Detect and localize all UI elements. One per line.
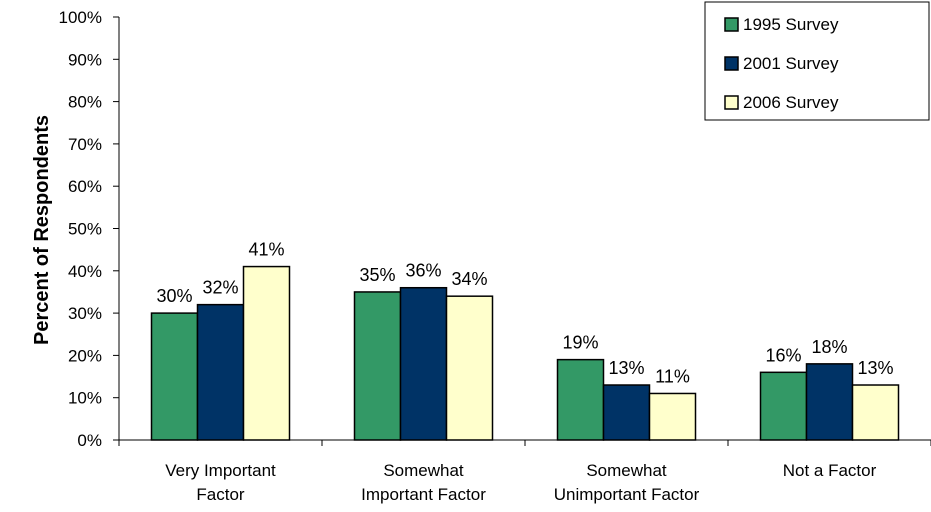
data-label: 16% [765,345,801,365]
data-label: 13% [857,358,893,378]
y-tick-label: 20% [68,346,102,365]
data-label: 19% [562,333,598,353]
data-label: 30% [156,286,192,306]
x-category-label: Not a Factor [783,461,877,480]
data-label: 41% [248,240,284,260]
y-tick-label: 0% [77,431,102,450]
bar [761,372,807,440]
bar [807,364,853,440]
x-category-label: Unimportant Factor [554,485,700,504]
legend-label: 2006 Survey [743,93,839,112]
data-label: 18% [811,337,847,357]
data-label: 32% [202,278,238,298]
data-label: 13% [608,358,644,378]
y-tick-label: 10% [68,389,102,408]
bar [198,305,244,440]
x-category-label: Very Important [165,461,276,480]
data-label: 36% [405,261,441,281]
bar [355,292,401,440]
legend-swatch [725,18,738,31]
y-tick-label: 70% [68,135,102,154]
y-tick-label: 40% [68,262,102,281]
x-category-label: Important Factor [361,485,486,504]
y-tick-label: 80% [68,93,102,112]
legend-swatch [725,96,738,109]
bar [401,288,447,440]
data-label: 11% [655,366,690,386]
bar [244,267,290,440]
legend-label: 2001 Survey [743,54,839,73]
bar [558,360,604,440]
bar [152,313,198,440]
y-tick-label: 100% [59,8,102,27]
bar [604,385,650,440]
x-category-label: Somewhat [383,461,464,480]
y-tick-label: 30% [68,304,102,323]
data-label: 35% [359,265,395,285]
bar [853,385,899,440]
legend-swatch [725,57,738,70]
x-category-label: Factor [196,485,245,504]
y-tick-label: 50% [68,220,102,239]
y-tick-label: 60% [68,177,102,196]
y-axis-label: Percent of Respondents [31,115,53,345]
y-tick-label: 90% [68,50,102,69]
bar [650,393,696,440]
legend: 1995 Survey 2001 Survey 2006 Survey [705,2,929,120]
legend-label: 1995 Survey [743,15,839,34]
data-label: 34% [451,269,487,289]
bar [447,296,493,440]
x-category-label: Somewhat [586,461,667,480]
